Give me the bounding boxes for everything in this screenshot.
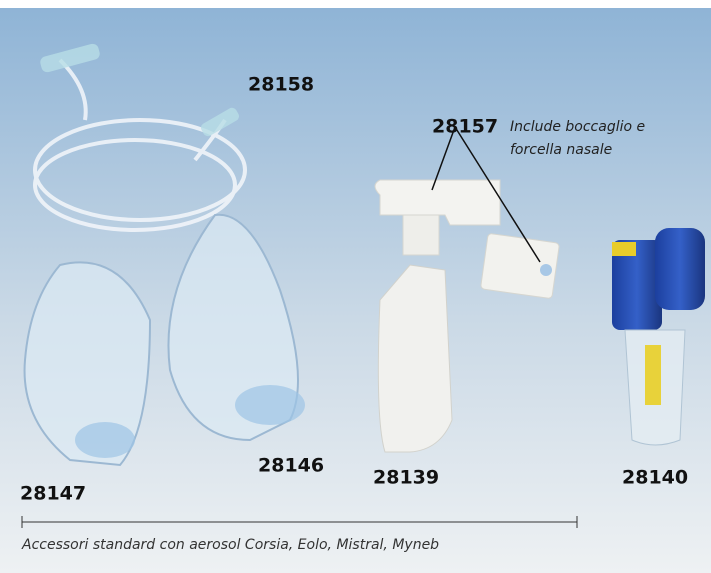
product-code: 28157 — [432, 116, 498, 138]
caption: Accessori standard con aerosol Corsia, E… — [21, 537, 439, 553]
product-sheet: 28158 28157 Include boccaglio e forcella… — [0, 0, 711, 573]
mask-valve — [235, 385, 305, 425]
device-body — [655, 228, 705, 310]
product-code: 28140 — [622, 467, 688, 489]
product-code: 28139 — [373, 467, 439, 489]
product-note: Include boccaglio e — [510, 119, 645, 135]
product-code: 28147 — [20, 483, 86, 505]
mask-valve — [75, 422, 135, 458]
product-note: forcella nasale — [510, 142, 612, 158]
nebulizer-cup — [378, 265, 452, 452]
page: {"products": [ {"code": "28158"}, {"code… — [0, 0, 711, 573]
device-button — [612, 242, 636, 256]
fork-hole — [540, 264, 552, 276]
device-insert — [645, 345, 661, 405]
product-code: 28158 — [248, 74, 314, 96]
connector-piece — [403, 215, 439, 255]
product-code: 28146 — [258, 455, 324, 477]
